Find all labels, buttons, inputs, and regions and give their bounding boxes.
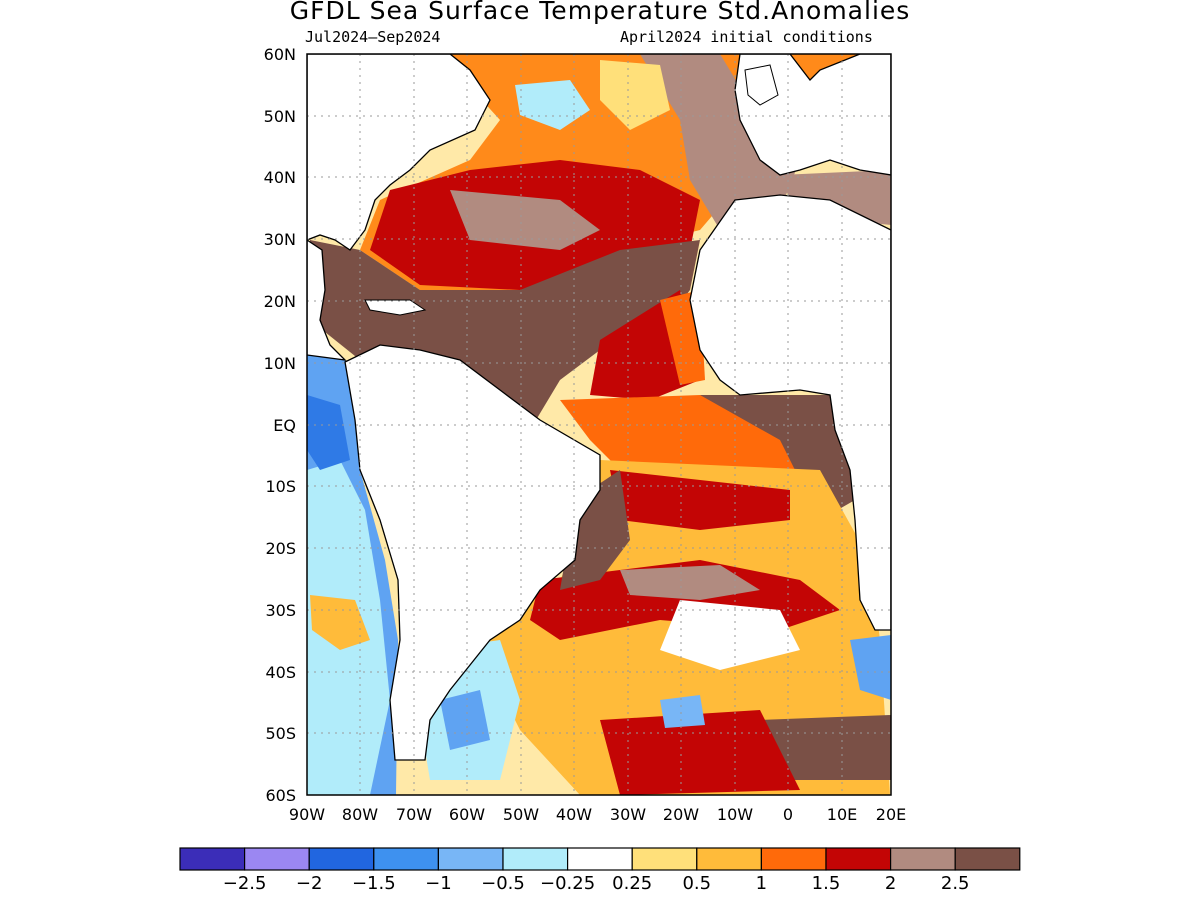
colorbar-swatch <box>566 847 633 871</box>
chart-title: GFDL Sea Surface Temperature Std.Anomali… <box>289 0 911 25</box>
lon-tick: 10E <box>827 805 857 824</box>
north-atlantic-high <box>640 54 800 230</box>
colorbar-swatch <box>696 847 762 871</box>
south-atlantic-white <box>660 600 800 670</box>
lon-tick: 20W <box>663 805 699 824</box>
colorbar-swatch <box>825 847 892 871</box>
lat-tick: 40N <box>264 168 296 187</box>
colorbar-swatch <box>954 847 1021 871</box>
pacific-deep-cool <box>307 395 350 470</box>
mediterranean-high <box>780 170 891 225</box>
colorbar-label: −2.5 <box>223 873 267 894</box>
colorbar-label: −2 <box>296 873 323 894</box>
lat-tick: EQ <box>273 416 296 435</box>
north-atlantic-patch <box>450 190 600 250</box>
colorbar-swatch <box>760 847 827 871</box>
land-central-america <box>307 239 347 361</box>
colorbar-label: −1 <box>425 873 452 894</box>
land-north-america <box>307 54 491 251</box>
initial-conditions: April2024 initial conditions <box>620 28 873 46</box>
labrador-cool <box>515 80 590 130</box>
lat-tick: 10S <box>265 477 296 496</box>
lon-tick: 90W <box>289 805 325 824</box>
lon-tick: 50W <box>503 805 539 824</box>
patagonia-cool-deep <box>440 690 490 750</box>
colorbar-label: 2 <box>885 873 896 894</box>
colorbar-label: −0.25 <box>540 873 595 894</box>
lat-axis: 60N 50N 40N 30N 20N 10N EQ 10S 20S 30S 4… <box>264 45 296 805</box>
forecast-period: Jul2024–Sep2024 <box>305 28 441 46</box>
colorbar-swatch <box>179 847 246 871</box>
land-south-america <box>344 344 601 761</box>
colorbar-swatch <box>244 847 310 871</box>
north-atlantic-light <box>600 60 670 130</box>
colorbar-swatch <box>889 847 956 871</box>
lon-tick: 30W <box>610 805 646 824</box>
colorbar-label: −0.5 <box>481 873 525 894</box>
lat-tick: 30S <box>265 601 296 620</box>
pacific-warm-patch <box>310 595 370 650</box>
lat-tick: 60N <box>264 45 296 64</box>
colorbar-swatch <box>308 847 375 871</box>
land-caribbean-islands <box>364 299 427 316</box>
map-frame <box>306 53 892 796</box>
south-atlantic-hot <box>610 470 790 530</box>
lon-tick: 40W <box>556 805 592 824</box>
colorbar-label: 1.5 <box>812 873 841 894</box>
lat-tick: 50S <box>265 724 296 743</box>
colorbar-swatch <box>631 847 698 871</box>
lat-tick: 60S <box>265 786 296 805</box>
lon-tick: 70W <box>396 805 432 824</box>
colorbar-label: 0.25 <box>612 873 652 894</box>
land-british-isles <box>744 64 779 106</box>
colorbar-labels: −2.5 −2 −1.5 −1 −0.5 −0.25 0.25 0.5 1 1.5 2 2.5 <box>223 873 970 894</box>
lat-tick: 30N <box>264 230 296 249</box>
south-atlantic-high-1 <box>620 565 760 600</box>
lon-tick: 20E <box>876 805 906 824</box>
tropical-atlantic-max <box>310 240 700 430</box>
colorbar-swatch <box>502 847 569 871</box>
lat-tick: 40S <box>265 663 296 682</box>
colorbar-label: 1 <box>756 873 767 894</box>
lon-tick: 10W <box>717 805 753 824</box>
colorbar-label: 0.5 <box>682 873 711 894</box>
southern-ocean-max <box>760 715 891 780</box>
colorbar-swatch <box>373 847 439 871</box>
south-atlantic-cool-spot <box>660 695 705 728</box>
anomaly-field <box>307 54 891 795</box>
southern-ocean-hot <box>600 710 800 795</box>
lat-tick: 50N <box>264 107 296 126</box>
lat-tick: 20N <box>264 292 296 311</box>
colorbar-label: −1.5 <box>352 873 396 894</box>
lon-tick: 80W <box>342 805 378 824</box>
graticule <box>307 54 891 795</box>
lat-tick: 10N <box>264 354 296 373</box>
lon-tick: 60W <box>449 805 485 824</box>
benguela-cool <box>850 635 891 700</box>
colorbar <box>179 847 1021 871</box>
colorbar-label: 2.5 <box>941 873 970 894</box>
land-africa <box>689 194 891 631</box>
lon-tick: 0 <box>783 805 793 824</box>
lat-tick: 20S <box>265 539 296 558</box>
colorbar-swatch <box>437 847 504 871</box>
lon-axis: 90W 80W 70W 60W 50W 40W 30W 20W 10W 0 10… <box>289 805 906 824</box>
